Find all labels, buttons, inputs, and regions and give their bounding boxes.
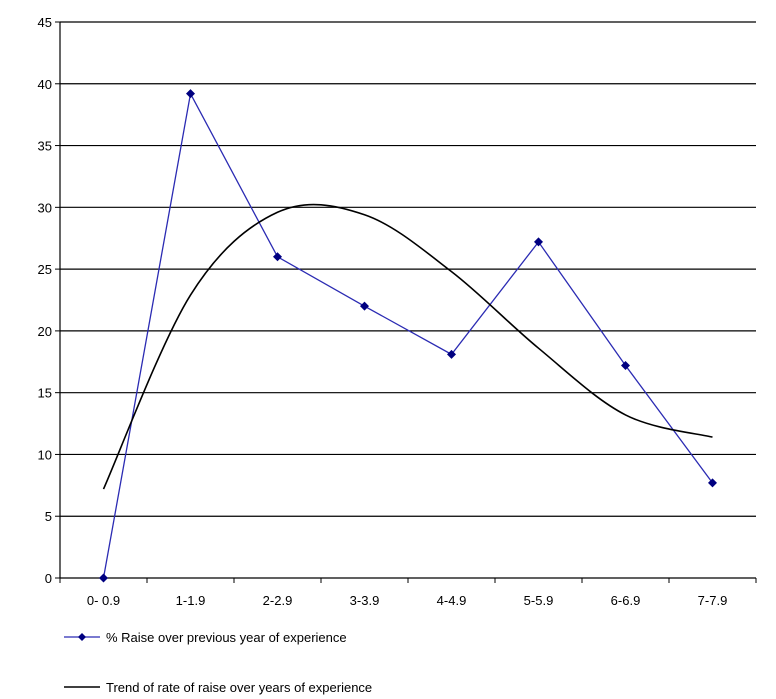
- y-tick-label: 5: [45, 509, 52, 524]
- data-point-marker: [447, 349, 456, 359]
- data-point-marker: [99, 573, 108, 583]
- legend: % Raise over previous year of experience…: [64, 630, 372, 695]
- x-tick-label: 1-1.9: [176, 593, 206, 608]
- y-tick-label: 10: [38, 447, 52, 462]
- x-tick-label: 2-2.9: [263, 593, 293, 608]
- axes: [55, 21, 757, 583]
- x-tick-label: 0- 0.9: [87, 593, 120, 608]
- y-tick-label: 40: [38, 77, 52, 92]
- y-tick-label: 0: [45, 571, 52, 586]
- x-tick-labels: 0- 0.9 1-1.9 2-2.9 3-3.9 4-4.9 5-5.9 6-6.9 7-7.…: [87, 593, 727, 608]
- y-tick-label: 30: [38, 200, 52, 215]
- trend-line: [102, 203, 713, 490]
- data-point-marker: [708, 478, 717, 488]
- legend-label: Trend of rate of raise over years of exp…: [106, 680, 372, 695]
- y-tick-label: 20: [38, 324, 52, 339]
- x-tick-label: 4-4.9: [437, 593, 467, 608]
- legend-label: % Raise over previous year of experience: [106, 630, 347, 645]
- data-point-marker: [360, 301, 369, 311]
- y-tick-label: 35: [38, 139, 52, 154]
- data-point-marker: [534, 237, 543, 247]
- y-tick-label: 25: [38, 262, 52, 277]
- raise-line: [102, 91, 714, 579]
- data-point-marker: [621, 360, 630, 370]
- y-tick-labels: 0 5 10 15 20 25 30 35 40 45: [38, 15, 52, 586]
- x-tick-label: 7-7.9: [698, 593, 728, 608]
- x-tick-label: 3-3.9: [350, 593, 380, 608]
- y-tick-label: 15: [38, 386, 52, 401]
- series-lines: [99, 89, 717, 583]
- y-tick-label: 45: [38, 15, 52, 30]
- x-tick-label: 6-6.9: [611, 593, 641, 608]
- legend-marker: [78, 633, 86, 641]
- data-point-marker: [186, 89, 195, 99]
- x-tick-label: 5-5.9: [524, 593, 554, 608]
- data-point-marker: [273, 252, 282, 262]
- gridlines: [60, 21, 756, 517]
